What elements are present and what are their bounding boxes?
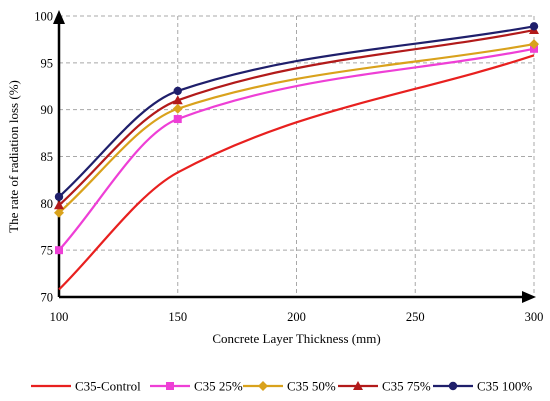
legend-label: C35-Control [75, 379, 141, 394]
series-line-2 [58, 47, 535, 251]
y-tick-label: 70 [41, 291, 54, 305]
data-point [173, 115, 182, 124]
legend-label: C35 75% [382, 379, 431, 394]
y-tick-labels: 70 75 80 85 90 95 100 [34, 10, 53, 305]
y-tick-label: 80 [41, 197, 54, 211]
data-point [54, 192, 64, 201]
x-tick-label: 150 [168, 310, 187, 324]
legend-marker [258, 381, 268, 391]
x-tick-labels: 100 150 200 250 300 [50, 310, 544, 324]
y-axis-title: The rate of radiation loss (%) [6, 80, 21, 233]
legend-marker [353, 381, 363, 390]
x-tick-label: 200 [287, 310, 306, 324]
y-tick-label: 85 [41, 150, 54, 164]
y-tick-label: 100 [34, 10, 53, 24]
legend-label: C35 25% [194, 379, 243, 394]
x-axis-arrow [522, 291, 536, 303]
grid [59, 15, 535, 297]
legend: C35-Control C35 25% C35 50% C35 75% C35 100% [31, 379, 532, 394]
x-tick-label: 250 [406, 310, 425, 324]
legend-marker [166, 382, 174, 390]
series-line-5 [58, 25, 535, 198]
data-point [172, 95, 183, 105]
x-tick-label: 300 [525, 310, 544, 324]
data-point [529, 22, 539, 31]
series-line-4 [58, 28, 535, 207]
series-group [54, 22, 539, 291]
data-point [173, 86, 182, 96]
data-point [529, 39, 539, 50]
data-point [54, 200, 64, 210]
x-axis-title: Concrete Layer Thickness (mm) [212, 331, 380, 346]
data-point [54, 207, 64, 218]
legend-label: C35 50% [287, 379, 336, 394]
series-line-3 [58, 43, 535, 214]
x-tick-label: 100 [50, 310, 69, 324]
y-tick-label: 95 [41, 56, 54, 70]
legend-label: C35 100% [477, 379, 532, 394]
y-tick-label: 75 [41, 244, 54, 258]
legend-marker [448, 381, 458, 391]
series-line-1 [58, 54, 535, 291]
data-point [55, 246, 63, 255]
y-axis-arrow [53, 10, 65, 24]
data-point [172, 103, 183, 114]
y-tick-label: 90 [41, 103, 54, 117]
